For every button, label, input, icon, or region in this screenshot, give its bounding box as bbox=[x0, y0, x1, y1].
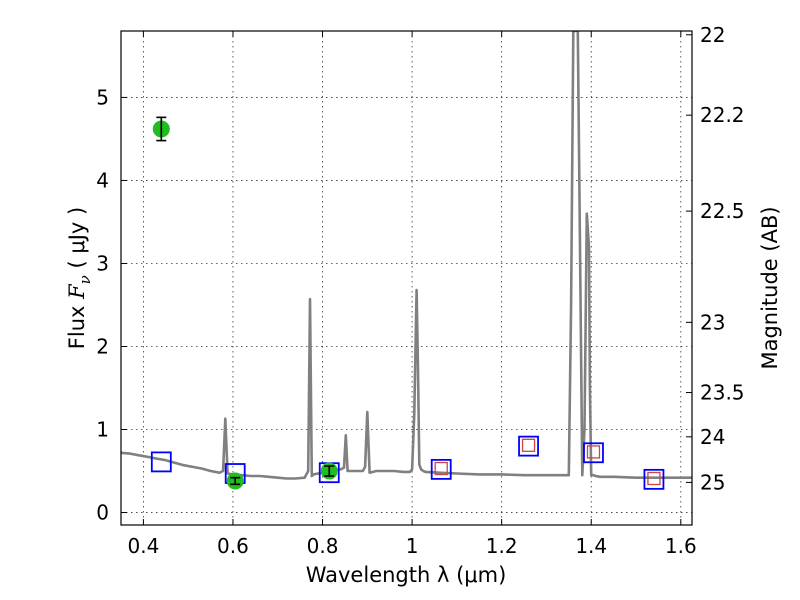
y-right-tick-label: 25 bbox=[700, 470, 725, 494]
x-tick-label: 1 bbox=[406, 534, 419, 558]
y-tick-label: 0 bbox=[96, 501, 109, 525]
spectrum-line bbox=[121, 31, 692, 480]
x-tick-label: 1.6 bbox=[665, 534, 697, 558]
svg-text:Flux Fν ( μJy ): Flux Fν ( μJy ) bbox=[65, 207, 94, 349]
observed-square-marker bbox=[434, 461, 448, 476]
model-square-marker bbox=[583, 442, 604, 464]
y-tick-label: 4 bbox=[96, 168, 109, 192]
y-axis-label-right: Magnitude (AB) bbox=[758, 206, 782, 369]
model-square-marker bbox=[430, 458, 452, 480]
y-tick-label: 3 bbox=[96, 251, 109, 275]
model-square-marker bbox=[643, 468, 665, 490]
model-square-marker bbox=[518, 435, 539, 457]
y-tick-label: 5 bbox=[96, 85, 109, 109]
x-axis-label: Wavelength λ (μm) bbox=[306, 563, 507, 587]
x-tick-label: 0.8 bbox=[307, 534, 339, 558]
y-tick-label: 2 bbox=[96, 334, 109, 358]
x-tick-label: 1.2 bbox=[486, 534, 518, 558]
y-right-tick-label: 22.5 bbox=[700, 199, 745, 223]
plot-area bbox=[121, 31, 692, 490]
x-tick-label: 0.6 bbox=[217, 534, 249, 558]
y-right-tick-label: 24 bbox=[700, 425, 725, 449]
axis-ticks: 0.4 0.6 0.8 1 1.2 1.4 1.60123452222.222.52323.… bbox=[96, 23, 744, 558]
model-square-marker bbox=[150, 451, 172, 473]
observed-square-marker bbox=[647, 471, 661, 486]
observed-square-marker bbox=[586, 445, 601, 459]
y-right-tick-label: 22 bbox=[700, 23, 725, 47]
plot-frame bbox=[120, 30, 693, 526]
y-right-tick-label: 22.2 bbox=[700, 103, 745, 127]
y-tick-label: 1 bbox=[96, 418, 109, 442]
y-axis-label-left: Flux Fν ( μJy ) bbox=[65, 207, 94, 349]
observed-square-marker bbox=[521, 438, 536, 452]
x-tick-label: 0.4 bbox=[127, 534, 159, 558]
y-right-tick-label: 23.5 bbox=[700, 381, 745, 405]
x-tick-label: 1.4 bbox=[575, 534, 607, 558]
y-right-tick-label: 23 bbox=[700, 310, 725, 334]
gridlines bbox=[121, 31, 692, 525]
